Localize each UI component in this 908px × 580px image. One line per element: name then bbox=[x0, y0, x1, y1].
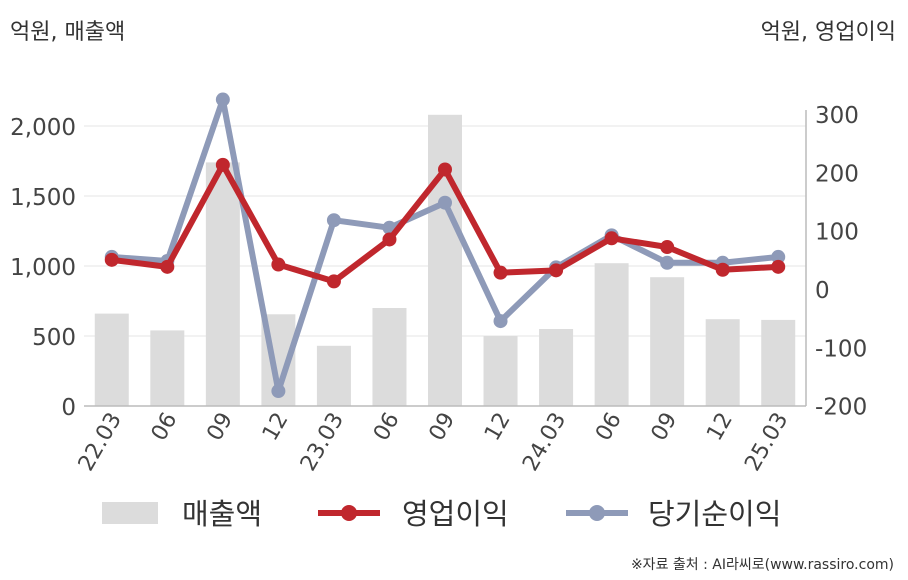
x-tick-label: 09 bbox=[647, 409, 683, 446]
right-tick-label: 200 bbox=[815, 161, 859, 187]
legend-revenue-swatch bbox=[102, 502, 158, 524]
x-tick-label: 06 bbox=[591, 409, 627, 446]
revenue-bar bbox=[705, 319, 740, 406]
revenue-bar bbox=[594, 263, 629, 406]
revenue-bar bbox=[539, 329, 574, 406]
operating-profit-point bbox=[493, 265, 508, 280]
x-tick-label: 25.03 bbox=[740, 409, 793, 476]
revenue-bar bbox=[650, 277, 685, 406]
operating-profit-point bbox=[160, 259, 175, 274]
revenue-bar bbox=[94, 313, 129, 406]
x-tick-label: 06 bbox=[369, 409, 405, 446]
operating-profit-point bbox=[271, 257, 286, 272]
x-tick-label: 06 bbox=[147, 409, 183, 446]
operating-profit-point bbox=[438, 162, 452, 177]
x-tick-label: 09 bbox=[425, 409, 461, 446]
revenue-bar bbox=[372, 308, 407, 406]
net-income-point bbox=[215, 92, 230, 107]
left-tick-label: 1,500 bbox=[10, 185, 76, 211]
operating-profit-point bbox=[104, 252, 119, 267]
net-income-point bbox=[326, 213, 341, 228]
revenue-bar bbox=[316, 345, 351, 406]
source-note: ※자료 출처 : AI라씨로(www.rassiro.com) bbox=[630, 557, 894, 573]
right-axis-unit: 억원, 영업이익 bbox=[760, 20, 896, 45]
revenue-bar bbox=[483, 336, 518, 406]
x-tick-label: 09 bbox=[202, 409, 238, 446]
net-income-point bbox=[771, 249, 786, 264]
revenue-bar bbox=[205, 162, 240, 406]
operating-profit-point bbox=[660, 240, 675, 255]
revenue-bar bbox=[761, 319, 796, 406]
legend-revenue-label: 매출액 bbox=[182, 497, 262, 531]
revenue-bar bbox=[428, 114, 462, 407]
operating-profit-point bbox=[715, 262, 730, 277]
operating-profit-point bbox=[215, 157, 230, 172]
net-income-point bbox=[493, 314, 508, 329]
legend-operating-marker bbox=[341, 505, 357, 521]
right-tick-label: 300 bbox=[815, 103, 859, 129]
x-tick-label: 12 bbox=[702, 409, 738, 446]
right-tick-label: -200 bbox=[815, 395, 867, 421]
net-income-point bbox=[438, 195, 452, 210]
left-axis-unit: 억원, 매출액 bbox=[10, 20, 126, 45]
operating-profit-point bbox=[382, 232, 397, 247]
left-tick-label: 1,000 bbox=[10, 255, 76, 281]
left-tick-label: 2,000 bbox=[10, 115, 76, 141]
operating-profit-point bbox=[549, 263, 564, 278]
operating-profit-point bbox=[604, 231, 619, 246]
revenue-bar bbox=[150, 330, 185, 406]
x-tick-label: 12 bbox=[258, 409, 294, 446]
legend-net-marker bbox=[589, 505, 605, 521]
x-tick-label: 23.03 bbox=[296, 409, 349, 476]
x-tick-label: 22.03 bbox=[74, 409, 127, 476]
x-tick-label: 12 bbox=[480, 409, 516, 446]
right-tick-label: 0 bbox=[815, 278, 830, 304]
x-tick-label: 24.03 bbox=[518, 409, 571, 476]
left-tick-label: 0 bbox=[61, 395, 76, 421]
operating-profit-point bbox=[771, 259, 786, 274]
operating-profit-point bbox=[326, 274, 341, 289]
right-tick-label: 100 bbox=[815, 220, 859, 246]
right-tick-label: -100 bbox=[815, 336, 867, 362]
net-income-point bbox=[660, 255, 675, 270]
legend-net-label: 당기순이익 bbox=[648, 497, 781, 531]
legend-operating-label: 영업이익 bbox=[402, 497, 509, 531]
net-income-point bbox=[271, 384, 286, 399]
left-tick-label: 500 bbox=[32, 325, 76, 351]
